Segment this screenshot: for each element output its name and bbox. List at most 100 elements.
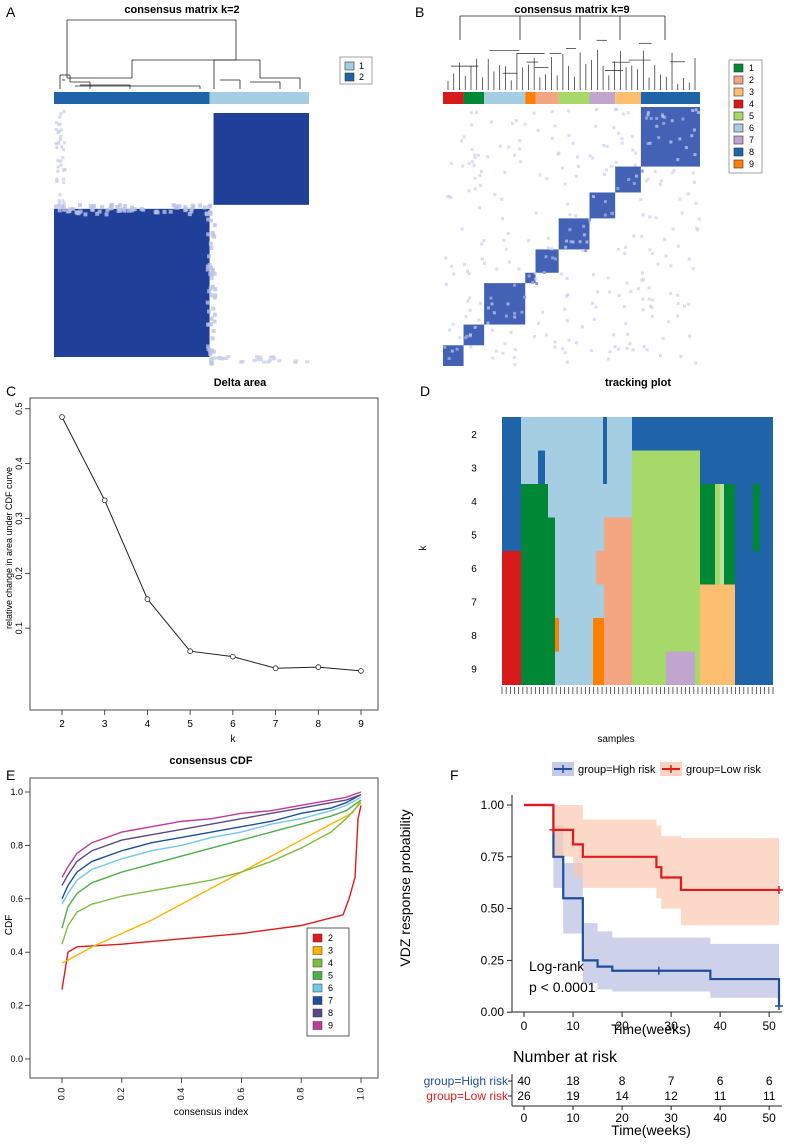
consensus-noise-cell bbox=[490, 302, 494, 306]
consensus-noise-cell bbox=[109, 206, 114, 211]
consensus-noise-cell bbox=[67, 209, 72, 214]
consensus-noise-cell bbox=[458, 335, 462, 339]
consensus-noise-cell bbox=[211, 306, 216, 311]
logrank-label: Log-rank bbox=[529, 958, 585, 974]
plot-frame bbox=[29, 777, 379, 1079]
consensus-noise-cell bbox=[486, 155, 490, 159]
panel-c-xlabel: k bbox=[231, 734, 237, 745]
legend-swatch-4 bbox=[733, 99, 744, 109]
consensus-noise-cell bbox=[623, 252, 627, 256]
consensus-noise-cell bbox=[541, 310, 545, 314]
consensus-noise-cell bbox=[641, 297, 645, 301]
consensus-noise-cell bbox=[59, 203, 63, 207]
panel-e-xlabel: consensus index bbox=[174, 1107, 249, 1118]
consensus-noise-cell bbox=[100, 205, 105, 210]
consensus-noise-cell bbox=[240, 359, 245, 363]
consensus-block-cluster-2 bbox=[54, 208, 210, 357]
consensus-noise-cell bbox=[687, 257, 691, 261]
consensus-noise-cell bbox=[59, 163, 63, 167]
consensus-noise-cell bbox=[90, 207, 95, 212]
consensus-noise-cell bbox=[56, 131, 60, 135]
consensus-noise-cell bbox=[532, 334, 536, 338]
consensus-noise-cell bbox=[565, 276, 569, 280]
legend-swatch-4 bbox=[312, 958, 323, 968]
consensus-noise-cell bbox=[464, 336, 468, 340]
consensus-noise-cell bbox=[492, 311, 496, 315]
risk-row-label-low: group=Low risk bbox=[426, 1089, 509, 1103]
consensus-noise-cell bbox=[54, 121, 58, 125]
panel-e-consensus-cdf: consensus index CDF 0.0 0.2 0.4 0.6 0.8 1.0 0.… bbox=[4, 777, 379, 1118]
consensus-noise-cell bbox=[660, 113, 664, 117]
consensus-noise-cell bbox=[640, 278, 644, 282]
y-tick-label: 0.50 bbox=[481, 902, 505, 916]
consensus-noise-cell bbox=[189, 209, 194, 214]
consensus-noise-cell bbox=[662, 121, 666, 125]
panel-f-xlabel: Time(weeks) bbox=[611, 1021, 691, 1037]
consensus-noise-cell bbox=[115, 204, 120, 209]
consensus-noise-cell bbox=[210, 230, 215, 235]
panel-e-ylabel: CDF bbox=[4, 915, 15, 936]
consensus-noise-cell bbox=[207, 289, 212, 294]
consensus-noise-cell bbox=[212, 234, 217, 239]
consensus-noise-cell bbox=[54, 204, 59, 209]
consensus-block-cluster-6 bbox=[484, 283, 526, 325]
consensus-noise-cell bbox=[495, 267, 499, 271]
consensus-noise-cell bbox=[616, 247, 620, 251]
consensus-noise-cell bbox=[671, 171, 675, 175]
consensus-noise-cell bbox=[556, 152, 560, 156]
legend-label-low-risk: group=Low risk bbox=[686, 764, 761, 776]
consensus-noise-cell bbox=[680, 211, 684, 215]
consensus-noise-cell bbox=[208, 241, 213, 246]
x-tick-label: 50 bbox=[763, 1019, 777, 1033]
consensus-noise-cell bbox=[482, 239, 486, 243]
consensus-noise-cell bbox=[625, 346, 629, 350]
annotation-bar-segment-8 bbox=[640, 92, 700, 104]
consensus-noise-cell bbox=[57, 208, 62, 213]
consensus-noise-cell bbox=[640, 271, 644, 275]
panel-d-ylabel: k bbox=[418, 545, 429, 551]
consensus-noise-cell bbox=[606, 276, 610, 280]
consensus-noise-cell bbox=[605, 144, 609, 148]
consensus-noise-cell bbox=[215, 356, 220, 360]
consensus-noise-cell bbox=[607, 290, 611, 294]
legend-label-8: 8 bbox=[328, 1008, 333, 1018]
consensus-noise-cell bbox=[669, 291, 673, 295]
legend-label-4: 4 bbox=[328, 958, 333, 968]
legend-label-5: 5 bbox=[749, 111, 754, 121]
consensus-noise-cell bbox=[162, 209, 167, 214]
consensus-noise-cell bbox=[654, 216, 658, 220]
legend-label-7: 7 bbox=[749, 135, 754, 145]
consensus-noise-cell bbox=[675, 314, 679, 318]
consensus-noise-cell bbox=[632, 181, 636, 185]
consensus-noise-cell bbox=[90, 205, 95, 210]
consensus-noise-cell bbox=[219, 357, 224, 361]
x-tick-label: 30 bbox=[664, 1019, 678, 1033]
annotation-bar-segment-7 bbox=[589, 92, 616, 104]
consensus-noise-cell bbox=[565, 294, 569, 298]
panel-letter-b: B bbox=[415, 4, 424, 20]
consensus-noise-cell bbox=[209, 316, 214, 321]
consensus-noise-cell bbox=[650, 314, 654, 318]
x-tick-label: 3 bbox=[102, 719, 108, 730]
consensus-noise-cell bbox=[675, 293, 679, 297]
x-tick-label: 5 bbox=[187, 719, 193, 730]
consensus-noise-cell bbox=[477, 318, 481, 322]
consensus-noise-cell bbox=[667, 320, 671, 324]
delta-area-point bbox=[358, 668, 364, 674]
consensus-noise-cell bbox=[647, 286, 651, 290]
consensus-noise-cell bbox=[207, 309, 212, 314]
consensus-noise-cell bbox=[608, 350, 612, 354]
consensus-noise-cell bbox=[448, 195, 452, 199]
consensus-noise-cell bbox=[191, 205, 196, 210]
consensus-noise-cell bbox=[641, 308, 645, 312]
panel-letter-d: D bbox=[420, 383, 430, 399]
y-tick-label: 0.6 bbox=[10, 894, 23, 904]
tracking-block-orange bbox=[555, 618, 559, 652]
consensus-noise-cell bbox=[212, 312, 217, 317]
x-tick-label: 0 bbox=[521, 1019, 528, 1033]
consensus-noise-cell bbox=[532, 111, 536, 115]
consensus-noise-cell bbox=[470, 123, 474, 127]
delta-area-point bbox=[144, 596, 151, 602]
risk-count: 11 bbox=[763, 1089, 776, 1103]
